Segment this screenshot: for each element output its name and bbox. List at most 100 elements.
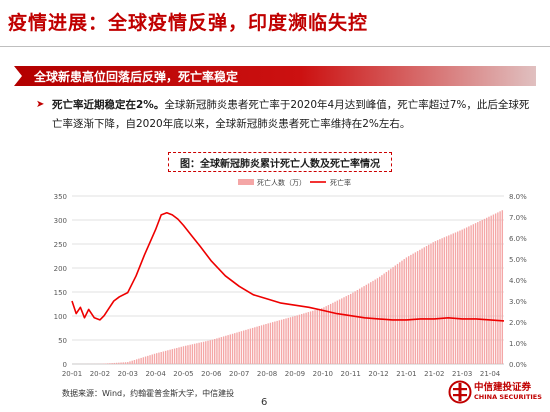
bar [356, 290, 359, 364]
x-tick-label: 20-11 [341, 370, 361, 378]
bar [209, 340, 211, 364]
y-left-tick-label: 100 [54, 313, 67, 321]
bar [372, 280, 374, 364]
x-tick-label: 20-12 [368, 370, 388, 378]
bar [390, 268, 392, 364]
bar [345, 296, 347, 364]
bar [115, 362, 118, 364]
bar [499, 211, 501, 364]
legend-label-deaths: 死亡人数（万） [257, 178, 306, 187]
bar [338, 299, 341, 364]
bar [227, 335, 229, 364]
bar [334, 301, 336, 364]
bar [399, 262, 401, 364]
y-left-tick-label: 300 [54, 217, 67, 225]
title-divider [0, 46, 550, 47]
y-right-tick-label: 7.0% [509, 214, 527, 222]
bar [410, 254, 412, 364]
bar [229, 334, 231, 364]
bar [247, 329, 249, 364]
x-tick-label: 20-05 [173, 370, 193, 378]
bar [445, 236, 448, 364]
bar [425, 246, 428, 364]
x-tick-label: 20-06 [201, 370, 222, 378]
bar [450, 234, 452, 364]
bar [332, 302, 334, 364]
y-right-tick-label: 4.0% [509, 277, 527, 285]
bar [127, 362, 129, 364]
bar [443, 237, 446, 364]
bar [307, 312, 310, 364]
legend-swatch-deaths [238, 179, 254, 185]
logo-name-cn: 中信建投证券 [474, 382, 532, 393]
chart-heading: 图：全球新冠肺炎累计死亡人数及死亡率情况 [180, 159, 380, 170]
bar [133, 360, 136, 364]
legend-label-rate: 死亡率 [330, 178, 351, 187]
bar [472, 224, 475, 364]
bar [131, 360, 133, 364]
bar [271, 322, 274, 364]
bar [245, 329, 247, 364]
bar [118, 362, 120, 364]
bar [361, 287, 363, 364]
bar [164, 350, 167, 364]
bar [350, 293, 352, 364]
bar [468, 226, 470, 364]
bar [416, 251, 419, 364]
bar [240, 331, 243, 364]
bar [238, 331, 240, 364]
bar [463, 228, 466, 364]
bar [370, 282, 372, 364]
bar [394, 265, 396, 364]
bar [153, 353, 156, 364]
bar [309, 311, 312, 364]
bar [185, 345, 187, 364]
bar [129, 361, 131, 364]
y-left-tick-label: 0 [63, 361, 67, 369]
x-tick-label: 20-09 [285, 370, 305, 378]
bar [180, 346, 182, 364]
bar [459, 230, 461, 364]
body-lead: 死亡率近期稳定在2%。 [52, 99, 165, 111]
bar [329, 303, 332, 364]
bar [312, 310, 314, 364]
bar [280, 319, 283, 364]
bar [376, 278, 379, 364]
y-right-tick-label: 0.0% [509, 361, 527, 369]
bar [269, 322, 272, 364]
bar [167, 350, 169, 364]
bar [200, 342, 203, 364]
bar [111, 363, 113, 364]
bar [316, 309, 318, 364]
bar [151, 354, 153, 364]
bar [220, 337, 223, 364]
section-banner: 全球新患高位回落后反弹，死亡率稳定 [14, 66, 536, 86]
bar [367, 283, 370, 364]
bar [276, 320, 278, 364]
bar [490, 215, 492, 364]
bar [396, 263, 399, 364]
bar [202, 341, 205, 364]
bar [407, 256, 410, 364]
bar [189, 344, 191, 364]
y-left-tick-label: 350 [54, 193, 67, 201]
line-series-death-rate [71, 212, 505, 322]
page-number: 6 [261, 397, 268, 408]
bar [439, 239, 441, 364]
bar [477, 222, 479, 364]
body-paragraph: 死亡率近期稳定在2%。全球新冠肺炎患者死亡率于2020年4月达到峰值，死亡率超过… [52, 96, 538, 134]
x-tick-label: 20-07 [229, 370, 249, 378]
bar [138, 358, 140, 364]
logo-emblem-icon [448, 380, 472, 404]
bar [483, 218, 486, 364]
bar [441, 238, 443, 364]
bar [158, 352, 160, 364]
bar [196, 343, 198, 364]
bar [283, 319, 285, 364]
bar [140, 357, 142, 364]
bar [336, 300, 339, 364]
bar [470, 225, 472, 364]
bar [325, 306, 327, 364]
bar [214, 339, 216, 364]
